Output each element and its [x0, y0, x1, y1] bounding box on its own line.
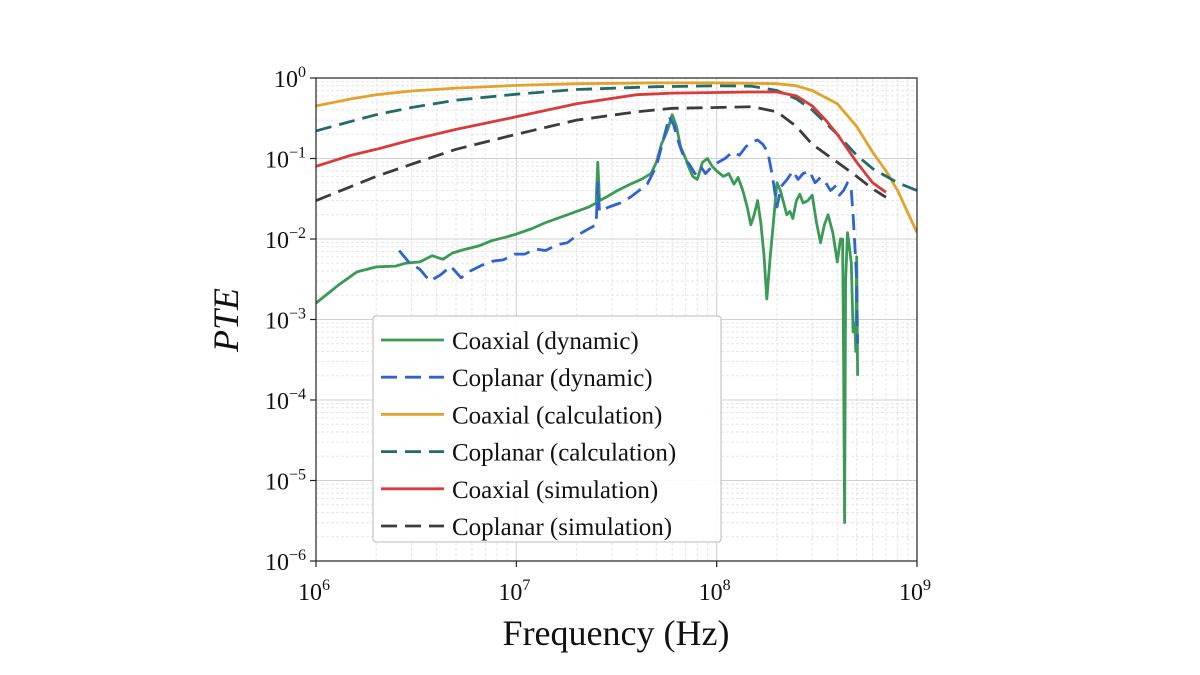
- y-tick-label: 10−4: [265, 386, 306, 415]
- legend-label: Coplanar (calculation): [452, 440, 676, 467]
- y-tick-label: 100: [274, 64, 306, 93]
- legend: Coaxial (dynamic) Coplanar (dynamic) Coaxi…: [372, 315, 722, 543]
- y-axis-label: PTE: [206, 288, 246, 353]
- legend-label: Coaxial (dynamic): [452, 328, 639, 355]
- series-line-coplanar-dynamic: [398, 115, 859, 344]
- x-axis-label: Frequency (Hz): [503, 613, 730, 653]
- y-tick-label: 10−3: [265, 306, 306, 335]
- series-lines: [316, 81, 917, 524]
- series-line-coaxial-calculation: [316, 81, 917, 234]
- series-line-coplanar-simulation: [316, 105, 887, 202]
- axis-ticks: 106 107 108 109 100 10−1 10−2 10−3 10−4 10−5 10−6: [265, 64, 931, 606]
- x-tick-label: 106: [298, 577, 330, 606]
- x-tick-label: 107: [498, 577, 530, 606]
- y-tick-label: 10−6: [265, 547, 306, 576]
- y-tick-label: 10−5: [265, 467, 306, 496]
- y-tick-label: 10−1: [265, 145, 306, 174]
- x-tick-label: 108: [699, 577, 731, 606]
- series-line-coaxial-dynamic: [316, 113, 859, 524]
- y-tick-label: 10−2: [265, 225, 306, 254]
- series-line-coplanar-calculation: [316, 84, 917, 192]
- x-tick-label: 109: [899, 577, 931, 606]
- legend-label: Coaxial (calculation): [452, 402, 662, 429]
- legend-box: [372, 315, 722, 543]
- legend-label: Coplanar (dynamic): [452, 365, 653, 392]
- legend-label: Coaxial (simulation): [452, 477, 658, 504]
- series-line-coaxial-simulation: [316, 90, 887, 194]
- legend-label: Coplanar (simulation): [452, 514, 672, 541]
